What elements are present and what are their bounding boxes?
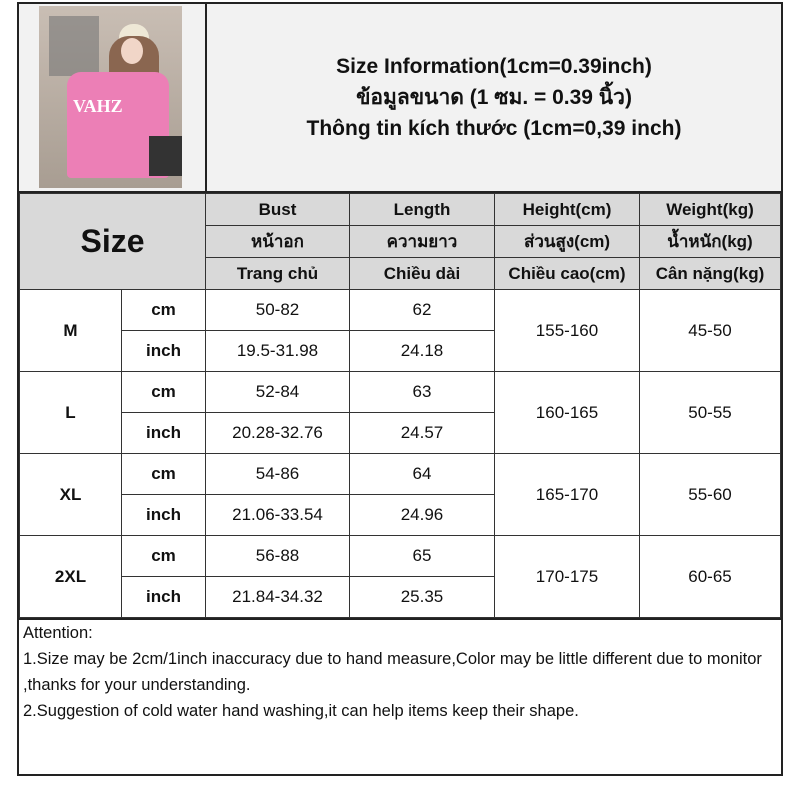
col-weight-th: น้ำหนัก(kg) [639, 225, 781, 258]
bust-cm: 56-88 [205, 535, 350, 577]
length-cm: 62 [349, 289, 495, 331]
height-range: 170-175 [494, 535, 640, 618]
title-vi: Thông tin kích thước (1cm=0,39 inch) [306, 117, 682, 140]
weight-range: 45-50 [639, 289, 781, 372]
size-row-cm: M cm 50-82 62 155-160 45-50 [19, 289, 781, 372]
weight-range: 55-60 [639, 453, 781, 536]
col-weight-en: Weight(kg) [639, 193, 781, 226]
photo-cell: VAHZ [19, 4, 207, 191]
bust-cm: 52-84 [205, 371, 350, 413]
bust-inch: 19.5-31.98 [205, 330, 350, 372]
col-height-en: Height(cm) [494, 193, 640, 226]
title-th: ข้อมูลขนาด (1 ซม. = 0.39 นิ้ว) [356, 86, 632, 109]
unit-inch: inch [121, 576, 206, 618]
bust-cm: 54-86 [205, 453, 350, 495]
height-range: 165-170 [494, 453, 640, 536]
height-range: 155-160 [494, 289, 640, 372]
length-cm: 65 [349, 535, 495, 577]
size-row-cm: 2XL cm 56-88 65 170-175 60-65 [19, 535, 781, 618]
size-table: Size Bust Length Height(cm) Weight(kg) ห… [19, 193, 781, 618]
weight-range: 50-55 [639, 371, 781, 454]
bust-inch: 21.84-34.32 [205, 576, 350, 618]
size-row-cm: L cm 52-84 63 160-165 50-55 [19, 371, 781, 454]
col-bust-en: Bust [205, 193, 350, 226]
col-bust-th: หน้าอก [205, 225, 350, 258]
attention-notes: Attention: 1.Size may be 2cm/1inch inacc… [19, 618, 781, 774]
size-row-cm: XL cm 54-86 64 165-170 55-60 [19, 453, 781, 536]
unit-cm: cm [121, 535, 206, 577]
unit-inch: inch [121, 330, 206, 372]
length-inch: 24.18 [349, 330, 495, 372]
product-photo: VAHZ [39, 6, 182, 188]
weight-range: 60-65 [639, 535, 781, 618]
col-height-th: ส่วนสูง(cm) [494, 225, 640, 258]
length-cm: 63 [349, 371, 495, 413]
unit-inch: inch [121, 412, 206, 454]
col-height-vi: Chiều cao(cm) [494, 257, 640, 290]
size-row-inch: inch 19.5-31.98 24.18 [20, 330, 781, 372]
attention-note-1: 1.Size may be 2cm/1inch inaccuracy due t… [23, 650, 762, 694]
attention-note-2: 2.Suggestion of cold water hand washing,… [23, 702, 579, 720]
size-row-inch: inch 21.06-33.54 24.96 [20, 494, 781, 536]
bust-cm: 50-82 [205, 289, 350, 331]
size-row-inch: inch 20.28-32.76 24.57 [20, 412, 781, 454]
size-label: XL [19, 453, 122, 536]
unit-cm: cm [121, 371, 206, 413]
size-chart: VAHZ Size Information(1cm=0.39inch) ข้อม… [17, 2, 783, 776]
size-label: L [19, 371, 122, 454]
size-row-inch: inch 21.84-34.32 25.35 [20, 576, 781, 618]
header-section: VAHZ Size Information(1cm=0.39inch) ข้อม… [19, 4, 781, 193]
height-range: 160-165 [494, 371, 640, 454]
col-length-en: Length [349, 193, 495, 226]
attention-heading: Attention: [23, 624, 93, 642]
col-length-vi: Chiều dài [349, 257, 495, 290]
size-label: M [19, 289, 122, 372]
col-weight-vi: Cân nặng(kg) [639, 257, 781, 290]
unit-cm: cm [121, 289, 206, 331]
length-inch: 24.57 [349, 412, 495, 454]
size-info-title: Size Information(1cm=0.39inch) ข้อมูลขนา… [207, 4, 781, 191]
unit-cm: cm [121, 453, 206, 495]
size-header: Size [19, 193, 206, 290]
length-inch: 24.96 [349, 494, 495, 536]
length-cm: 64 [349, 453, 495, 495]
col-length-th: ความยาว [349, 225, 495, 258]
bust-inch: 20.28-32.76 [205, 412, 350, 454]
unit-inch: inch [121, 494, 206, 536]
shirt-text: VAHZ [73, 96, 123, 116]
bust-inch: 21.06-33.54 [205, 494, 350, 536]
length-inch: 25.35 [349, 576, 495, 618]
title-en: Size Information(1cm=0.39inch) [336, 55, 652, 78]
col-bust-vi: Trang chủ [205, 257, 350, 290]
size-label: 2XL [19, 535, 122, 618]
